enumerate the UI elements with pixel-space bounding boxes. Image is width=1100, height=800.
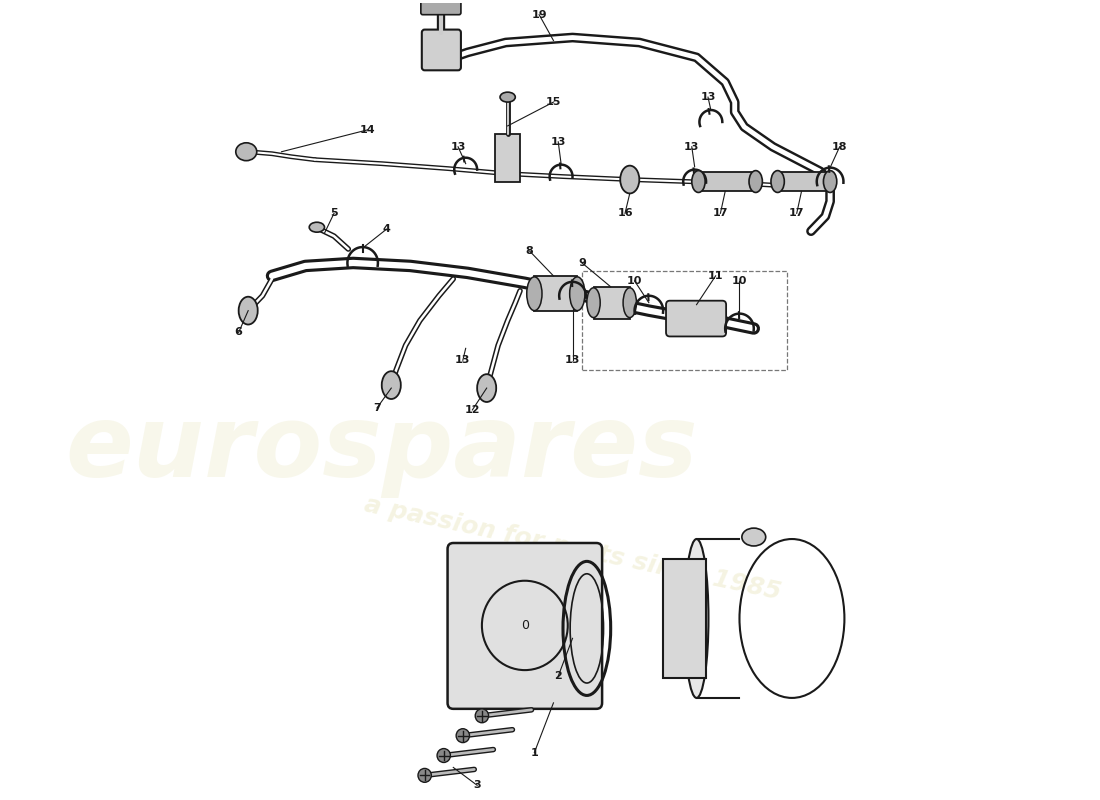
- Text: 17: 17: [789, 208, 804, 218]
- Ellipse shape: [570, 277, 585, 310]
- Ellipse shape: [824, 170, 837, 193]
- Ellipse shape: [620, 166, 639, 194]
- Bar: [663, 559, 706, 678]
- Ellipse shape: [382, 371, 400, 399]
- Text: a passion for parts since 1985: a passion for parts since 1985: [362, 493, 783, 605]
- Text: 16: 16: [617, 208, 632, 218]
- Ellipse shape: [477, 374, 496, 402]
- Bar: [535, 276, 578, 310]
- Bar: [778, 171, 830, 191]
- Text: 18: 18: [832, 142, 847, 152]
- Text: 19: 19: [531, 10, 547, 20]
- Text: 13: 13: [550, 137, 565, 147]
- Ellipse shape: [235, 142, 256, 161]
- Text: 4: 4: [383, 224, 390, 234]
- Ellipse shape: [623, 288, 637, 318]
- Bar: [495, 134, 520, 182]
- FancyBboxPatch shape: [421, 0, 461, 14]
- Bar: [582, 271, 788, 370]
- FancyBboxPatch shape: [421, 30, 461, 70]
- Circle shape: [456, 729, 470, 742]
- Text: 13: 13: [564, 355, 580, 366]
- Text: 0: 0: [520, 619, 529, 632]
- Ellipse shape: [692, 170, 705, 193]
- Text: 7: 7: [373, 403, 381, 413]
- Text: 2: 2: [554, 671, 562, 681]
- Bar: [594, 286, 630, 318]
- Bar: [698, 171, 756, 191]
- Text: 13: 13: [701, 92, 716, 102]
- FancyBboxPatch shape: [448, 543, 602, 709]
- Text: 17: 17: [713, 208, 728, 218]
- Text: 9: 9: [579, 258, 586, 268]
- Text: 13: 13: [684, 142, 700, 152]
- Text: 3: 3: [473, 780, 481, 790]
- Text: 1: 1: [530, 747, 538, 758]
- Ellipse shape: [239, 297, 257, 325]
- Text: 10: 10: [627, 276, 642, 286]
- Text: 12: 12: [464, 405, 480, 415]
- Circle shape: [437, 749, 450, 762]
- Ellipse shape: [586, 288, 601, 318]
- Text: 11: 11: [708, 271, 724, 281]
- Text: 8: 8: [526, 246, 534, 256]
- Text: 13: 13: [455, 355, 471, 366]
- Text: 10: 10: [732, 276, 747, 286]
- Ellipse shape: [684, 539, 708, 698]
- Ellipse shape: [741, 528, 766, 546]
- Circle shape: [475, 709, 488, 722]
- Text: eurospares: eurospares: [65, 401, 698, 498]
- Text: 14: 14: [360, 125, 375, 135]
- Ellipse shape: [309, 222, 324, 232]
- Ellipse shape: [771, 170, 784, 193]
- FancyBboxPatch shape: [666, 301, 726, 337]
- Text: 13: 13: [450, 142, 465, 152]
- Text: 6: 6: [234, 327, 243, 338]
- Ellipse shape: [500, 92, 515, 102]
- Circle shape: [418, 769, 431, 782]
- Text: 15: 15: [546, 97, 561, 107]
- Ellipse shape: [527, 277, 542, 310]
- Text: 5: 5: [330, 208, 338, 218]
- Ellipse shape: [749, 170, 762, 193]
